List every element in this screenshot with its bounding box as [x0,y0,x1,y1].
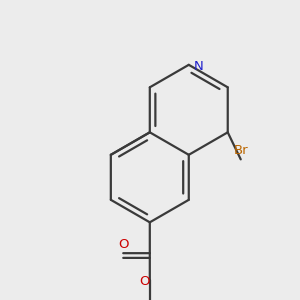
Text: O: O [118,238,128,250]
Text: N: N [194,60,204,73]
Text: O: O [139,275,150,288]
Text: Br: Br [233,144,248,157]
